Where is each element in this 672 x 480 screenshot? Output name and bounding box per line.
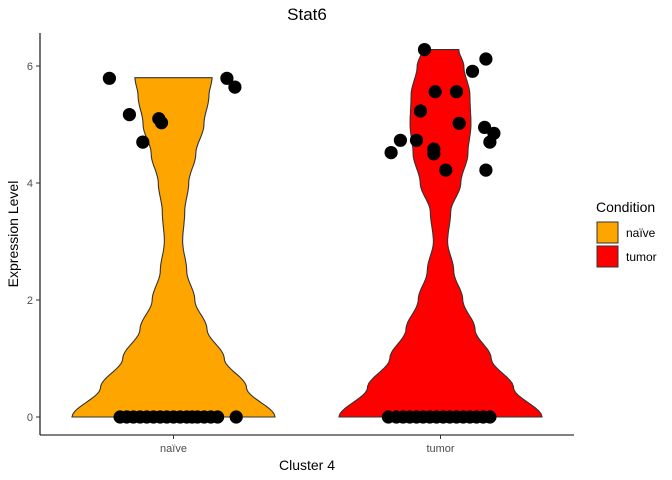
data-point (483, 135, 497, 149)
violin-naïve (71, 77, 276, 418)
data-point (220, 71, 234, 85)
data-point (479, 163, 493, 177)
y-tick-label: 0 (27, 412, 33, 424)
data-point (122, 108, 136, 122)
x-tick-label: tumor (426, 443, 454, 455)
legend-swatch (596, 245, 619, 268)
axes (39, 33, 574, 436)
data-point (154, 116, 169, 130)
data-point (427, 147, 441, 161)
y-tick-label: 2 (27, 295, 33, 307)
y-tick-label: 4 (27, 178, 33, 190)
point-layer (102, 43, 501, 424)
y-axis-title: Expression Level (5, 181, 21, 288)
data-point (449, 85, 464, 99)
legend: Condition naïve tumor (596, 199, 657, 268)
data-point (211, 410, 225, 424)
data-point (452, 116, 466, 130)
data-point (483, 410, 497, 424)
data-point (228, 80, 242, 94)
x-ticks: naïve tumor (160, 435, 455, 455)
data-point (393, 133, 407, 147)
data-point (417, 43, 432, 57)
violin-layer (71, 49, 543, 418)
data-point (384, 146, 398, 160)
data-point (413, 104, 428, 118)
data-point (102, 71, 116, 85)
data-point (439, 163, 453, 177)
chart-title: Stat6 (287, 5, 327, 24)
data-point (229, 410, 243, 424)
y-ticks: 0 2 4 6 (27, 61, 40, 424)
legend-label: naïve (626, 226, 656, 240)
data-point (465, 64, 480, 78)
data-point (136, 135, 150, 149)
violin-tumor (338, 49, 543, 418)
data-point (479, 52, 493, 66)
legend-swatch (596, 221, 619, 244)
data-point (409, 133, 424, 147)
y-tick-label: 6 (27, 61, 33, 73)
x-tick-label: naïve (160, 443, 187, 455)
legend-title: Condition (596, 199, 655, 215)
legend-items: naïve tumor (596, 221, 657, 268)
legend-label: tumor (626, 250, 657, 264)
x-axis-title: Cluster 4 (279, 457, 335, 473)
data-point (428, 85, 442, 99)
